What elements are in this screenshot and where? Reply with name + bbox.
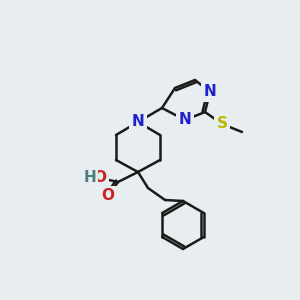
Text: O: O bbox=[94, 170, 106, 185]
Text: N: N bbox=[132, 115, 144, 130]
Text: S: S bbox=[217, 116, 227, 131]
Text: O: O bbox=[101, 188, 115, 203]
Text: H: H bbox=[84, 170, 96, 185]
Text: N: N bbox=[204, 85, 216, 100]
Text: N: N bbox=[178, 112, 191, 128]
